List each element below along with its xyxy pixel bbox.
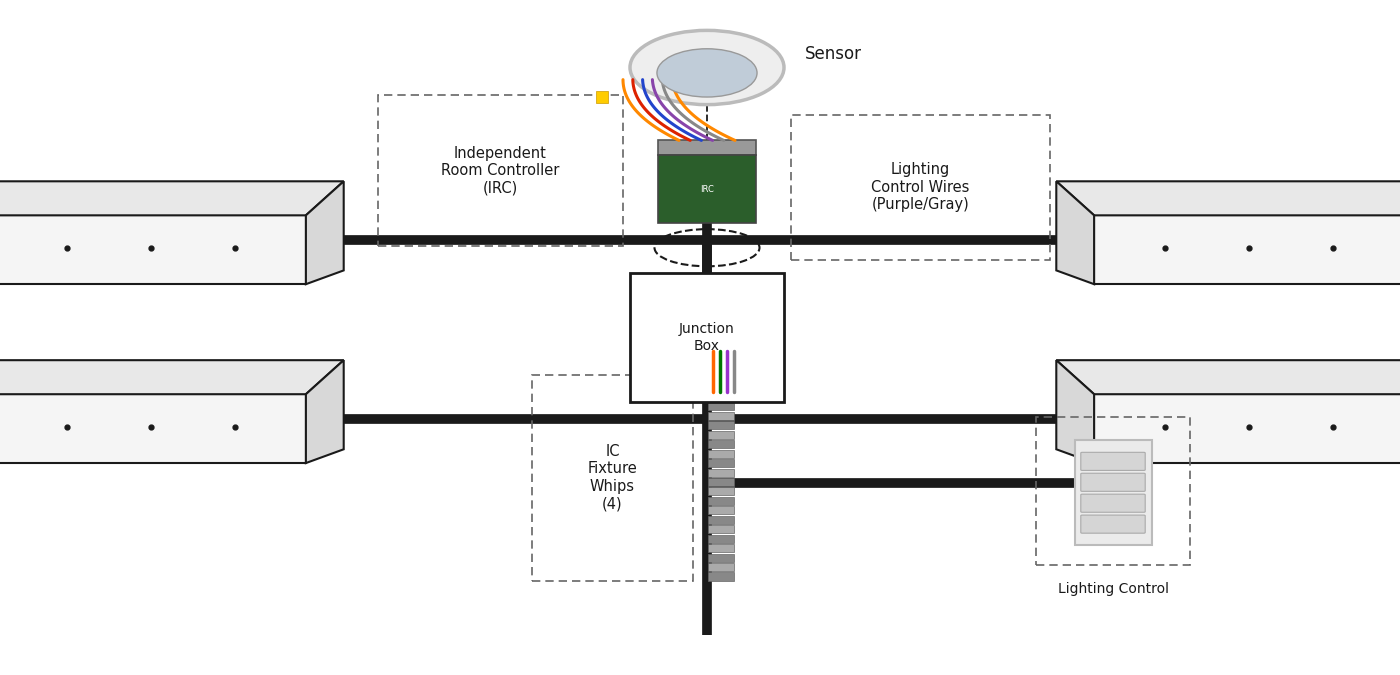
FancyBboxPatch shape (708, 563, 734, 571)
Text: IRC: IRC (700, 184, 714, 194)
FancyBboxPatch shape (1081, 473, 1145, 491)
FancyBboxPatch shape (658, 140, 756, 155)
FancyBboxPatch shape (708, 525, 734, 533)
FancyBboxPatch shape (708, 554, 734, 562)
Polygon shape (1056, 360, 1400, 394)
Polygon shape (1056, 182, 1095, 284)
FancyBboxPatch shape (708, 393, 734, 401)
FancyBboxPatch shape (708, 440, 734, 448)
FancyBboxPatch shape (708, 487, 734, 495)
FancyBboxPatch shape (1081, 515, 1145, 533)
FancyBboxPatch shape (708, 468, 734, 477)
FancyBboxPatch shape (1081, 452, 1145, 470)
Text: Lighting
Control Wires
(Purple/Gray): Lighting Control Wires (Purple/Gray) (871, 163, 970, 212)
FancyBboxPatch shape (1075, 440, 1152, 545)
Text: Independent
Room Controller
(IRC): Independent Room Controller (IRC) (441, 146, 560, 195)
Polygon shape (0, 215, 307, 284)
Circle shape (630, 30, 784, 105)
FancyBboxPatch shape (708, 478, 734, 486)
FancyBboxPatch shape (708, 506, 734, 514)
Polygon shape (0, 182, 344, 215)
FancyBboxPatch shape (708, 421, 734, 429)
FancyBboxPatch shape (630, 273, 784, 402)
Polygon shape (307, 182, 344, 284)
Polygon shape (1056, 182, 1400, 215)
FancyBboxPatch shape (708, 412, 734, 420)
Polygon shape (1056, 360, 1095, 463)
Polygon shape (1095, 215, 1400, 284)
FancyBboxPatch shape (708, 431, 734, 439)
Text: Sensor: Sensor (805, 45, 862, 63)
FancyBboxPatch shape (708, 497, 734, 505)
FancyBboxPatch shape (708, 450, 734, 458)
Text: Junction
Box: Junction Box (679, 323, 735, 352)
Polygon shape (0, 360, 344, 394)
Text: Lighting Control: Lighting Control (1057, 582, 1169, 596)
FancyBboxPatch shape (708, 402, 734, 410)
FancyBboxPatch shape (708, 535, 734, 543)
Polygon shape (307, 360, 344, 463)
FancyBboxPatch shape (708, 459, 734, 467)
Text: IC
Fixture
Whips
(4): IC Fixture Whips (4) (588, 444, 637, 511)
FancyBboxPatch shape (708, 544, 734, 552)
FancyBboxPatch shape (708, 572, 734, 580)
Polygon shape (1095, 394, 1400, 463)
Polygon shape (0, 394, 307, 463)
FancyBboxPatch shape (658, 155, 756, 223)
FancyBboxPatch shape (708, 516, 734, 524)
Circle shape (657, 49, 757, 97)
FancyBboxPatch shape (1081, 494, 1145, 512)
